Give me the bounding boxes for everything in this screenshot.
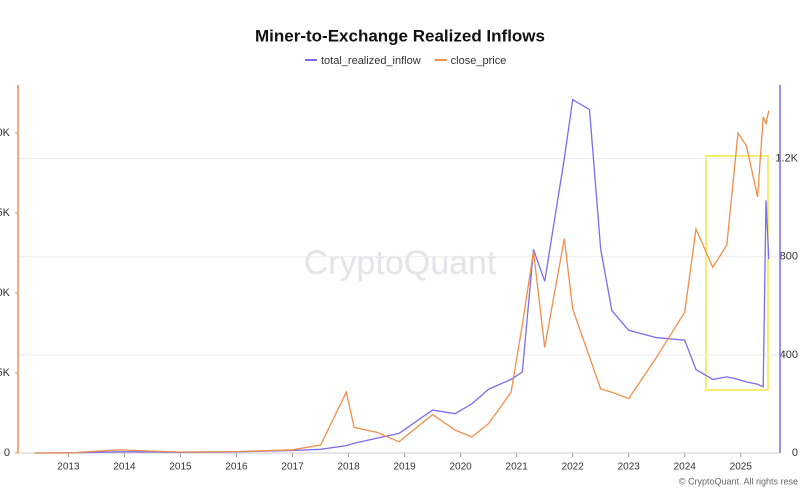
- legend-label: close_price: [451, 55, 507, 67]
- x-tick-label: 2016: [225, 462, 248, 473]
- y-tick-label: 25K: [0, 367, 11, 379]
- chart-title: Miner-to-Exchange Realized Inflows: [255, 26, 545, 45]
- footer: © CryptoQuant. All rights rese: [679, 476, 798, 486]
- y-tick-label: 50K: [0, 287, 11, 299]
- x-tick-label: 2019: [393, 462, 416, 473]
- x-tick-label: 2014: [113, 462, 136, 473]
- y2-tick-label: 400: [780, 349, 798, 361]
- x-tick-label: 2024: [674, 462, 697, 473]
- legend-label: total_realized_inflow: [321, 55, 421, 67]
- y2-tick-label: 800: [780, 251, 798, 263]
- line-series: [34, 110, 770, 454]
- x-tick-label: 2023: [618, 462, 641, 473]
- x-tick-label: 2017: [281, 462, 304, 473]
- x-tick-label: 2013: [57, 462, 80, 473]
- watermark: CryptoQuant: [304, 244, 497, 282]
- x-tick-label: 2021: [506, 462, 529, 473]
- highlight-box: [705, 155, 769, 391]
- y-tick-label: 0: [4, 447, 10, 459]
- y-tick-label: 75K: [0, 207, 11, 219]
- x-tick-label: 2015: [169, 462, 192, 473]
- line-series: [34, 98, 770, 454]
- x-tick-label: 2018: [337, 462, 360, 473]
- x-tick-label: 2025: [730, 462, 753, 473]
- x-tick-label: 2022: [562, 462, 585, 473]
- x-tick-label: 2020: [450, 462, 473, 473]
- y-tick-label: 100K: [0, 127, 11, 139]
- y2-tick-label: 0: [792, 447, 798, 459]
- y2-tick-label: 1.2K: [775, 153, 798, 165]
